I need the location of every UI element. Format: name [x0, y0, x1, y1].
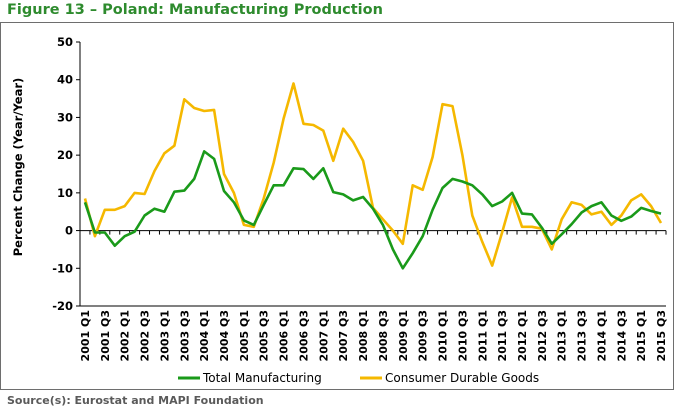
legend-label: Consumer Durable Goods — [385, 371, 539, 385]
x-tick-label: 2012 Q3 — [536, 310, 549, 361]
x-tick-label: 2005 Q1 — [238, 310, 251, 361]
x-tick-label: 2011 Q3 — [496, 310, 509, 361]
x-tick-label: 2012 Q1 — [516, 310, 529, 361]
x-tick-label: 2001 Q3 — [99, 310, 112, 361]
x-tick-label: 2015 Q3 — [655, 310, 668, 361]
x-tick-label: 2008 Q3 — [377, 310, 390, 361]
x-tick-label: 2004 Q3 — [218, 310, 231, 361]
x-tick-label: 2004 Q1 — [198, 310, 211, 361]
x-tick-label: 2007 Q3 — [337, 310, 350, 361]
x-tick-label: 2003 Q3 — [178, 310, 191, 361]
source-note: Source(s): Eurostat and MAPI Foundation — [7, 394, 264, 407]
legend-label: Total Manufacturing — [202, 371, 322, 385]
x-tick-label: 2006 Q3 — [297, 310, 310, 361]
x-tick-label: 2014 Q1 — [595, 310, 608, 361]
x-tick-label: 2009 Q1 — [397, 310, 410, 361]
x-tick-label: 2015 Q1 — [635, 310, 648, 361]
y-tick-label: 30 — [57, 110, 73, 124]
x-tick-label: 2008 Q1 — [357, 310, 370, 361]
x-tick-label: 2013 Q1 — [556, 310, 569, 361]
x-tick-label: 2003 Q1 — [158, 310, 171, 361]
x-tick-label: 2011 Q1 — [476, 310, 489, 361]
series-line — [83, 150, 662, 270]
x-tick-label: 2006 Q1 — [278, 310, 291, 361]
x-tick-label: 2001 Q1 — [79, 310, 92, 361]
x-tick-label: 2007 Q1 — [317, 310, 330, 361]
x-tick-label: 2010 Q3 — [456, 310, 469, 361]
x-tick-label: 2013 Q3 — [576, 310, 589, 361]
x-tick-label: 2005 Q3 — [258, 310, 271, 361]
series-line — [83, 82, 663, 267]
y-tick-label: 20 — [57, 148, 73, 162]
x-tick-label: 2009 Q3 — [417, 310, 430, 361]
x-tick-label: 2014 Q3 — [615, 310, 628, 361]
page-title: Figure 13 – Poland: Manufacturing Produc… — [7, 2, 383, 18]
x-tick-label: 2002 Q1 — [119, 310, 132, 361]
y-tick-label: 10 — [57, 186, 73, 200]
x-tick-label: 2010 Q1 — [437, 310, 450, 361]
y-tick-label: -10 — [52, 261, 73, 275]
y-tick-label: 50 — [57, 35, 73, 49]
y-tick-label: 40 — [57, 73, 73, 87]
y-tick-label: 0 — [65, 224, 73, 238]
x-tick-label: 2002 Q3 — [139, 310, 152, 361]
y-tick-label: -20 — [52, 299, 73, 313]
